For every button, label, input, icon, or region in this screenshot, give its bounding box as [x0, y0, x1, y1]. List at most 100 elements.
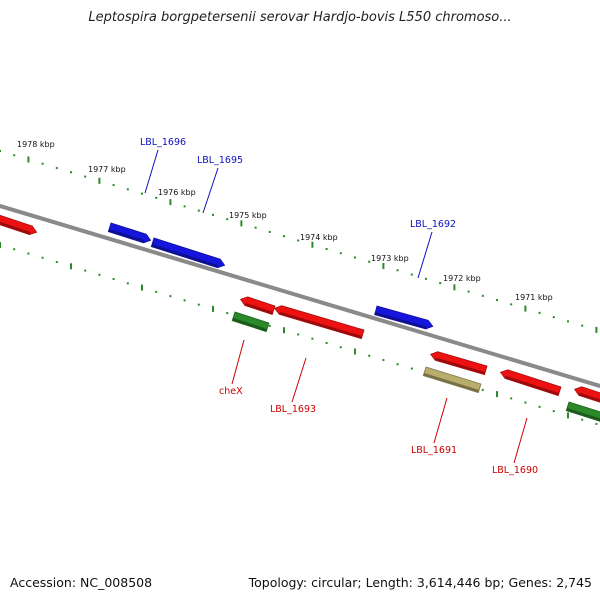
upper-minor-tick: [439, 282, 442, 285]
gene-label-LBL_1693[interactable]: LBL_1693: [270, 404, 316, 415]
tick-label: 1974 kbp: [300, 233, 338, 242]
lower-minor-tick: [481, 388, 484, 391]
upper-minor-tick: [410, 273, 413, 276]
lower-major-tick: [496, 391, 498, 398]
upper-minor-tick: [197, 209, 200, 212]
gene-cheX[interactable]: [231, 311, 270, 333]
gene-cheX-red[interactable]: [239, 296, 276, 316]
gene-LBL_1695[interactable]: [150, 237, 226, 269]
upper-major-tick: [595, 326, 598, 333]
lower-minor-tick: [339, 346, 342, 349]
tick-label: 1971 kbp: [515, 293, 553, 302]
upper-minor-tick: [155, 196, 158, 199]
lower-minor-tick: [98, 273, 101, 276]
tick-label: 1977 kbp: [88, 165, 126, 174]
leader-line: [433, 397, 448, 444]
upper-minor-tick: [0, 150, 1, 152]
upper-major-tick: [169, 199, 172, 206]
upper-major-tick: [98, 177, 101, 184]
upper-major-tick: [311, 241, 314, 248]
upper-minor-tick: [212, 213, 214, 216]
gene-label-cheX[interactable]: cheX: [219, 386, 243, 397]
gene-label-LBL_1692[interactable]: LBL_1692: [410, 219, 456, 230]
backbone-line: [0, 203, 600, 389]
lower-minor-tick: [41, 256, 44, 259]
upper-minor-tick: [283, 235, 285, 238]
map-title: Leptospira borgpetersenii serovar Hardjo…: [88, 10, 512, 25]
gene-LBL_1696[interactable]: [107, 222, 152, 244]
upper-minor-tick: [496, 299, 498, 302]
tick-label: 1972 kbp: [443, 274, 481, 283]
lower-minor-tick: [155, 290, 158, 293]
upper-minor-tick: [254, 226, 257, 229]
upper-minor-tick: [581, 324, 584, 327]
gene-right-green[interactable]: [565, 401, 600, 424]
lower-minor-tick: [581, 418, 584, 421]
upper-minor-tick: [13, 154, 16, 157]
gene-features: [0, 212, 600, 424]
upper-minor-tick: [481, 294, 484, 297]
lower-minor-tick: [126, 282, 129, 285]
tick-label: 1978 kbp: [17, 140, 55, 149]
upper-minor-tick: [396, 269, 399, 272]
leader-line: [144, 149, 159, 194]
leader-line: [231, 339, 245, 385]
leader-line: [513, 417, 528, 464]
lower-minor-tick: [396, 363, 399, 366]
lower-major-tick: [0, 242, 1, 248]
lower-major-tick: [567, 412, 569, 419]
upper-minor-tick: [55, 167, 58, 170]
upper-minor-tick: [325, 247, 328, 250]
upper-minor-tick: [70, 171, 72, 174]
lower-major-tick: [354, 348, 356, 355]
gene-red-1691[interactable]: [430, 351, 488, 376]
lower-minor-tick: [112, 278, 115, 281]
lower-minor-tick: [13, 248, 16, 251]
upper-minor-tick: [126, 188, 129, 191]
upper-major-tick: [382, 263, 385, 270]
tick-row-upper: [0, 150, 598, 333]
lower-major-tick: [283, 327, 285, 334]
lower-minor-tick: [197, 303, 200, 306]
gene-LBL_1690[interactable]: [499, 369, 562, 397]
gene-label-LBL_1690[interactable]: LBL_1690: [492, 465, 538, 476]
upper-minor-tick: [226, 218, 229, 221]
upper-major-tick: [27, 156, 30, 163]
lower-major-tick: [212, 305, 214, 312]
lower-minor-tick: [27, 252, 30, 255]
lower-minor-tick: [226, 312, 229, 315]
upper-minor-tick: [552, 316, 555, 319]
tick-label: 1973 kbp: [371, 254, 409, 263]
lower-minor-tick: [169, 295, 172, 298]
upper-minor-tick: [268, 230, 271, 233]
upper-minor-tick: [183, 205, 186, 208]
lower-minor-tick: [297, 333, 300, 336]
gene-label-LBL_1691[interactable]: LBL_1691: [411, 445, 457, 456]
lower-minor-tick: [510, 397, 513, 400]
gene-LBL_1693[interactable]: [274, 305, 365, 340]
gene-label-LBL_1695[interactable]: LBL_1695: [197, 155, 243, 166]
upper-minor-tick: [112, 184, 115, 187]
gene-LBL_1691[interactable]: [422, 366, 482, 394]
lower-minor-tick: [524, 401, 527, 404]
label-leaders: [144, 149, 528, 464]
lower-minor-tick: [595, 422, 598, 425]
leader-line: [291, 357, 307, 403]
lower-minor-tick: [552, 410, 555, 413]
lower-minor-tick: [84, 269, 87, 272]
upper-minor-tick: [339, 252, 342, 255]
upper-minor-tick: [368, 260, 371, 263]
gene-right-red[interactable]: [573, 386, 600, 405]
upper-minor-tick: [510, 303, 513, 306]
lower-major-tick: [141, 284, 143, 291]
gene-left-edge[interactable]: [0, 212, 38, 236]
leader-line: [202, 167, 219, 214]
gene-LBL_1692[interactable]: [374, 305, 434, 330]
upper-major-tick: [240, 220, 243, 227]
gene-label-LBL_1696[interactable]: LBL_1696: [140, 137, 186, 148]
lower-minor-tick: [368, 354, 371, 357]
upper-minor-tick: [297, 239, 300, 242]
upper-minor-tick: [41, 162, 44, 165]
leader-line: [417, 231, 433, 279]
